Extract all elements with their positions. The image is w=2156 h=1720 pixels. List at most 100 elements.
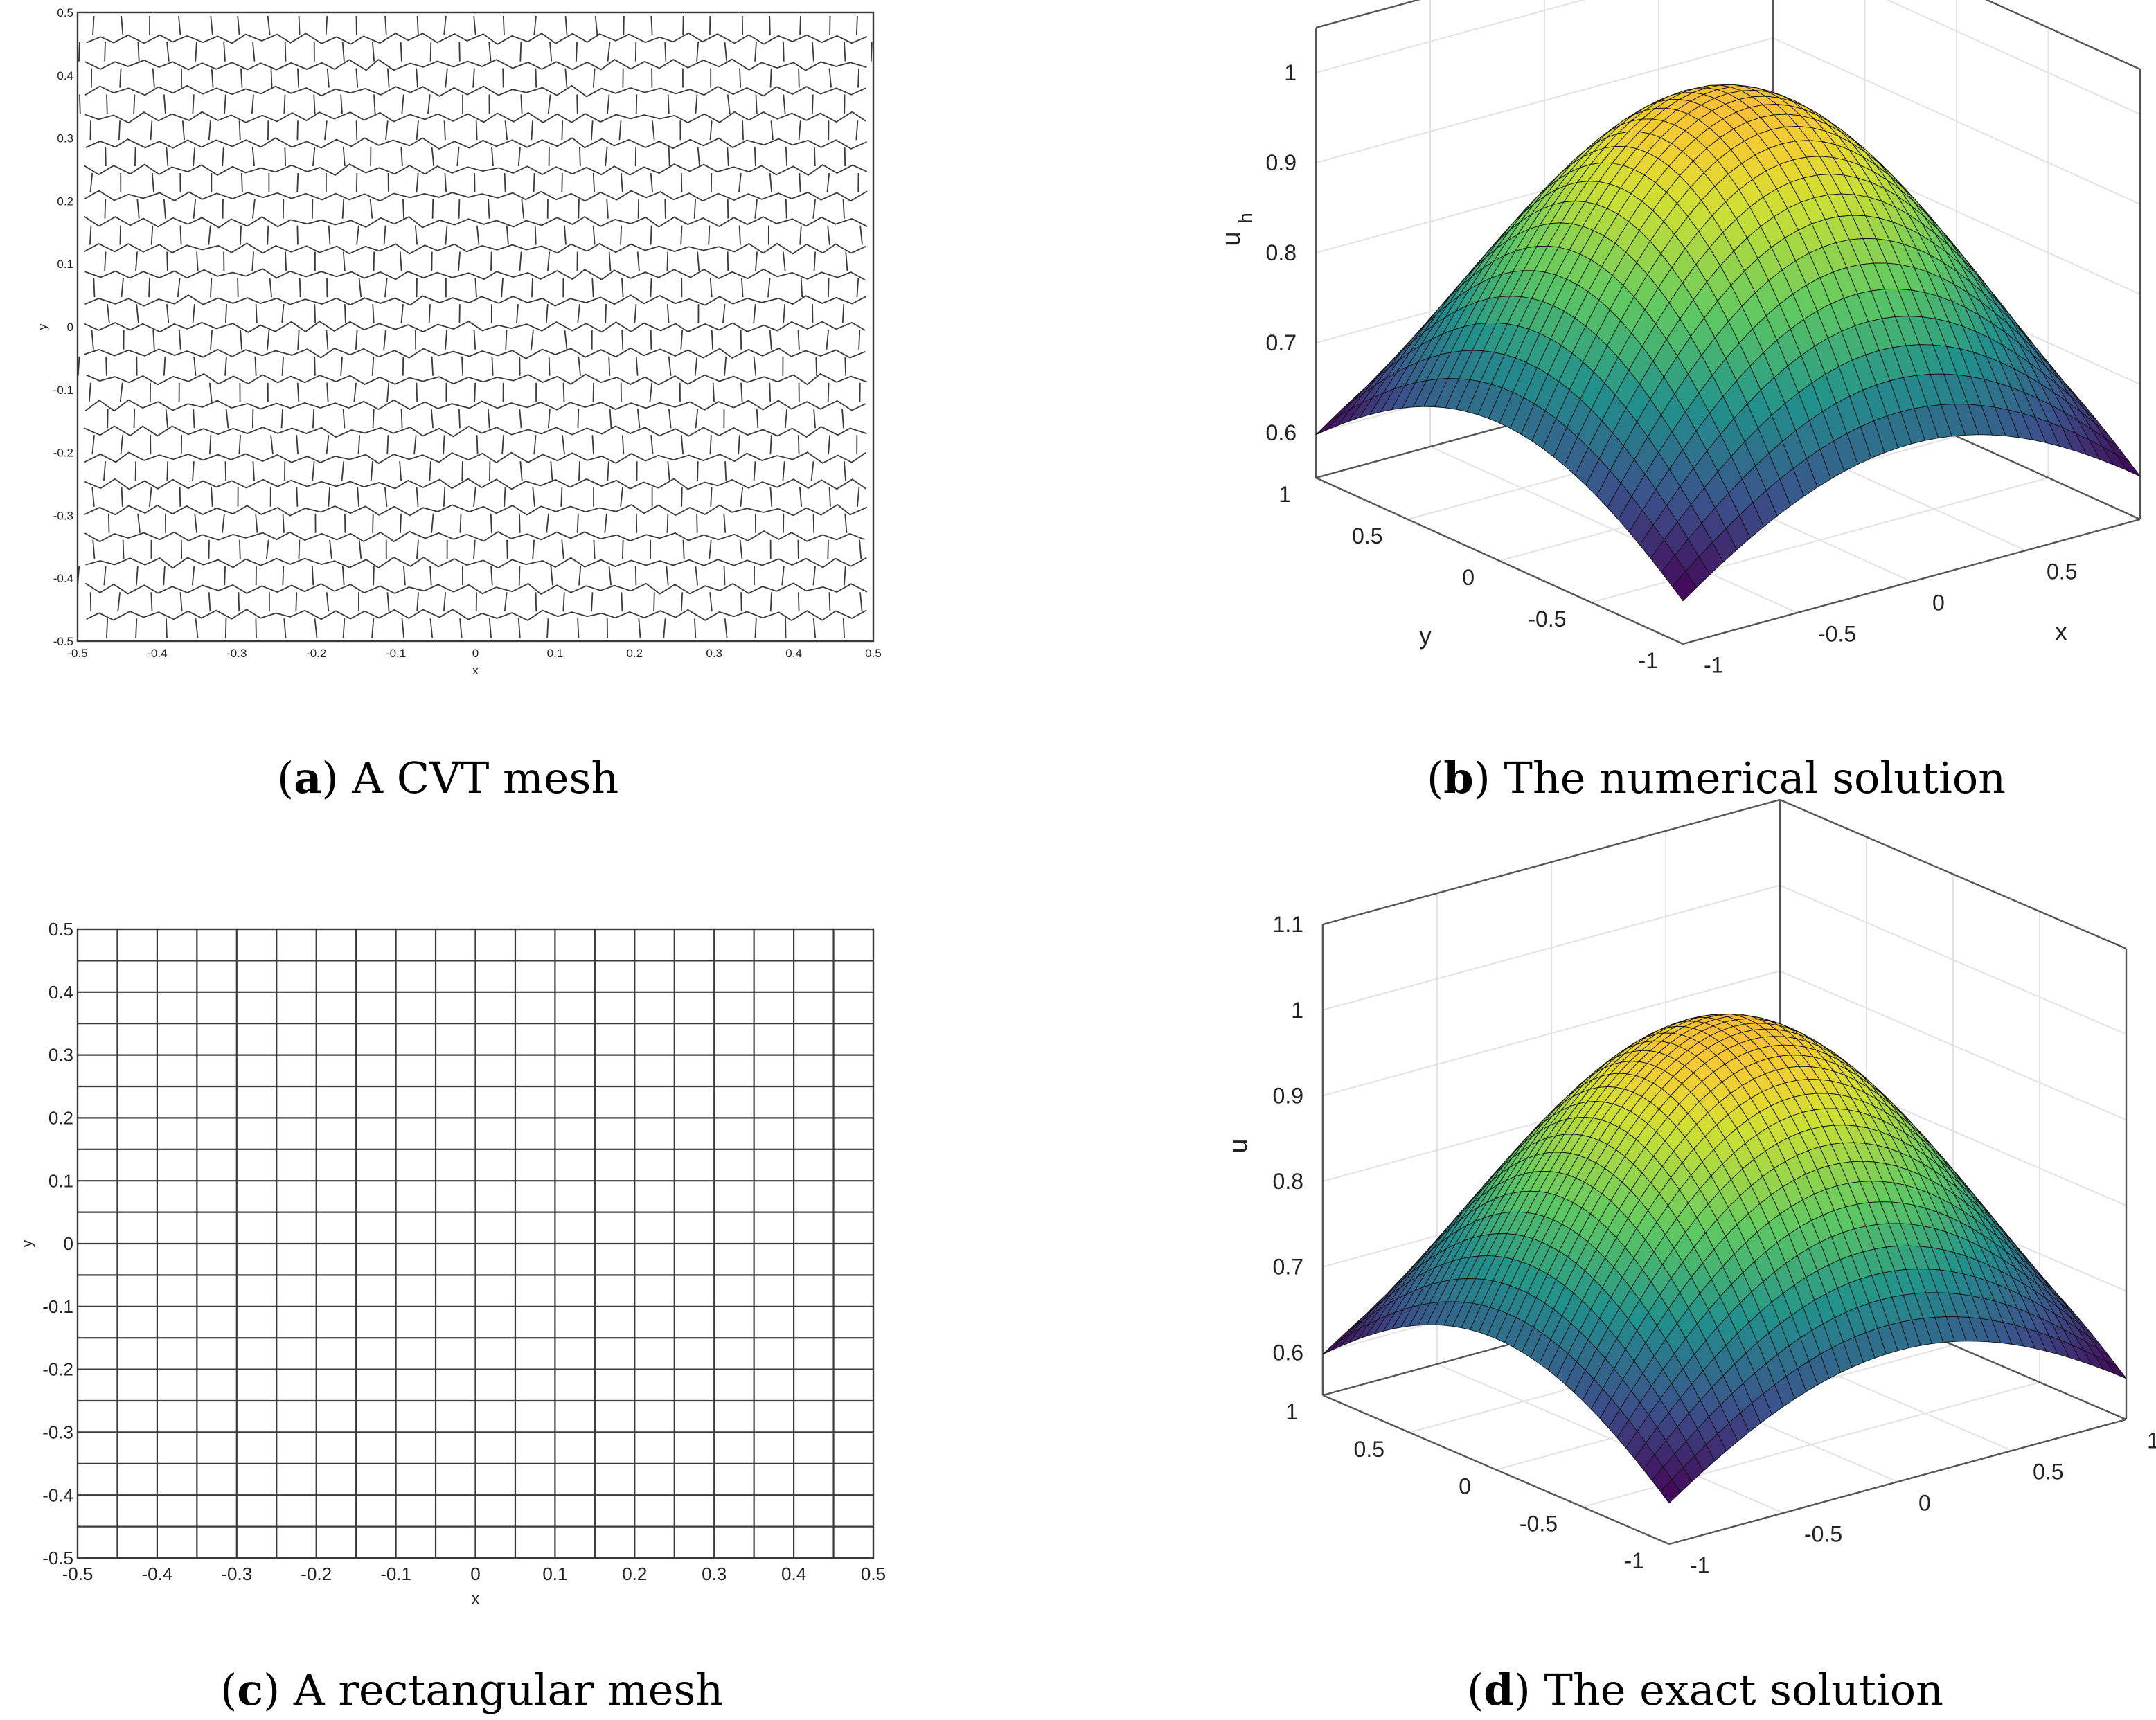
x-tick-label: 0.1	[547, 647, 564, 660]
y-tick-label: 1	[1279, 482, 1291, 507]
y-tick-label: 0	[64, 1233, 73, 1254]
z-tick-label: 0.6	[1273, 1340, 1303, 1365]
cvt-cell-edges	[77, 15, 873, 638]
z-tick-label: 1	[1291, 998, 1303, 1023]
surface-patch	[1659, 1478, 1682, 1504]
box-edge	[1779, 798, 2127, 950]
x-tick-label: -0.3	[221, 1564, 252, 1584]
x-tick-label: -1	[1690, 1553, 1709, 1578]
x-tick-label: -0.5	[1804, 1522, 1842, 1547]
x-tick-label: 0.4	[785, 647, 802, 660]
panel-c-rectangular-mesh: -0.5 -0.4 -0.3 -0.2 -0.1 0 0.1 0.2 0.3 0.4 0.5 -0.5…	[18, 919, 886, 1607]
y-tick-label: 0.5	[57, 6, 73, 19]
y-tick-label: 0	[1459, 1474, 1471, 1499]
box-edge	[1682, 518, 2141, 645]
x-tick-label: -1	[1704, 653, 1723, 678]
x-tick-label: -0.3	[226, 647, 247, 660]
mesh-lines	[78, 929, 873, 1558]
z-axis-label-subscript: h	[1235, 213, 1256, 224]
x-tick-label: -0.2	[306, 647, 326, 660]
x-tick-label: 0.2	[622, 1564, 647, 1584]
y-tick-label: 0.3	[57, 132, 73, 145]
x-tick-label: 0.5	[865, 647, 882, 660]
x-tick-label: 0.2	[626, 647, 643, 660]
box-edge	[1322, 798, 1781, 926]
x-tick-label: 0.5	[2033, 1460, 2063, 1485]
y-tick-label: -0.5	[53, 635, 73, 648]
z-axis-label: u	[1224, 1138, 1253, 1153]
y-tick-label: 0.1	[57, 258, 73, 271]
panel-d-exact-solution: 0.6 0.7 0.8 0.9 1 1.1 -1 -0.5 0 0.5 1 -1 -0.5 0 0.5 1 u	[1224, 798, 2156, 1578]
caption-c: (c) A rectangular mesh	[220, 1665, 723, 1715]
plot-frame	[76, 928, 875, 1559]
z-tick-label: 1	[1284, 60, 1297, 85]
z-tick-label: 0.7	[1266, 330, 1297, 355]
floor-grid-y	[1591, 477, 2049, 603]
z-tick-label: 0.8	[1273, 1169, 1303, 1194]
x-tick-label: -0.4	[147, 647, 167, 660]
wall-grid-z	[1315, 0, 2141, 115]
x-tick-label: -0.5	[67, 647, 87, 660]
y-tick-label: -0.5	[42, 1548, 73, 1568]
y-tick-label: -0.5	[1520, 1511, 1558, 1536]
z-tick-label: 0.9	[1273, 1083, 1303, 1108]
y-tick-label: 0.5	[1354, 1437, 1384, 1462]
y-tick-label: -0.2	[53, 447, 73, 460]
y-tick-label: -0.5	[1528, 607, 1566, 631]
z-tick-label: 1.1	[1273, 912, 1303, 937]
y-tick-label: 0.4	[48, 982, 73, 1003]
y-tick-label: 0	[67, 321, 73, 334]
z-tick-label: 0.9	[1266, 150, 1297, 175]
z-tick-label: 0.6	[1266, 420, 1297, 445]
z-tick-label: 0.7	[1273, 1255, 1303, 1280]
y-tick-label: 0.1	[48, 1170, 73, 1191]
box-edge	[1322, 1394, 1670, 1546]
x-tick-label: 0.1	[542, 1564, 567, 1584]
x-tick-label: -0.4	[141, 1564, 172, 1584]
x-tick-label: 0.5	[2047, 559, 2077, 584]
box-edge	[1985, 0, 2141, 71]
panel-a-cvt-mesh: -0.5 -0.4 -0.3 -0.2 -0.1 0 0.1 0.2 0.3 0.4 0.5 -0.5…	[36, 6, 882, 677]
y-tick-label: 0.3	[48, 1045, 73, 1066]
x-axis-label: x	[2055, 617, 2067, 645]
x-tick-label: 1	[2147, 1428, 2156, 1453]
x-axis-label: x	[472, 664, 479, 677]
x-tick-label: -0.1	[386, 647, 406, 660]
x-tick-label: 0.3	[706, 647, 722, 660]
y-tick-label: -0.1	[53, 384, 73, 397]
x-tick-label: -0.1	[380, 1564, 411, 1584]
surface-patch	[1671, 571, 1697, 602]
x-axis-label: x	[472, 1590, 479, 1607]
y-tick-label: 0.2	[57, 195, 73, 208]
box-edge	[1315, 0, 1421, 29]
y-axis-label: y	[18, 1240, 35, 1248]
mesh-lines	[77, 15, 873, 638]
y-tick-label: 0	[1462, 565, 1475, 590]
x-tick-label: 0.4	[781, 1564, 806, 1584]
wall-grid-z	[1322, 884, 2127, 1035]
y-tick-label: 0.4	[57, 69, 73, 82]
plot-frame	[76, 11, 875, 643]
x-tick-label: 0	[1918, 1491, 1931, 1516]
y-tick-label: -0.4	[42, 1485, 73, 1505]
y-tick-label: -0.1	[42, 1296, 73, 1317]
y-tick-label: 0.5	[48, 919, 73, 940]
x-tick-label: 0	[1932, 591, 1945, 616]
y-tick-label: -0.3	[53, 509, 73, 522]
surface-patches	[1315, 84, 2141, 602]
z-tick-label: 0.8	[1266, 240, 1297, 265]
x-tick-label: -0.2	[301, 1564, 332, 1584]
box-edge	[1668, 1418, 2127, 1546]
x-tick-label: 0.3	[702, 1564, 727, 1584]
y-tick-label: 0.5	[1352, 523, 1382, 548]
x-tick-label: -0.5	[1818, 622, 1856, 647]
y-tick-label: 1	[1285, 1399, 1298, 1424]
caption-b: (b) The numerical solution	[1427, 753, 2006, 803]
y-tick-label: -1	[1639, 648, 1658, 673]
y-tick-label: 0.2	[48, 1108, 73, 1129]
y-tick-label: -0.2	[42, 1359, 73, 1380]
x-tick-label: 0	[472, 647, 479, 660]
caption-d: (d) The exact solution	[1467, 1665, 1943, 1715]
